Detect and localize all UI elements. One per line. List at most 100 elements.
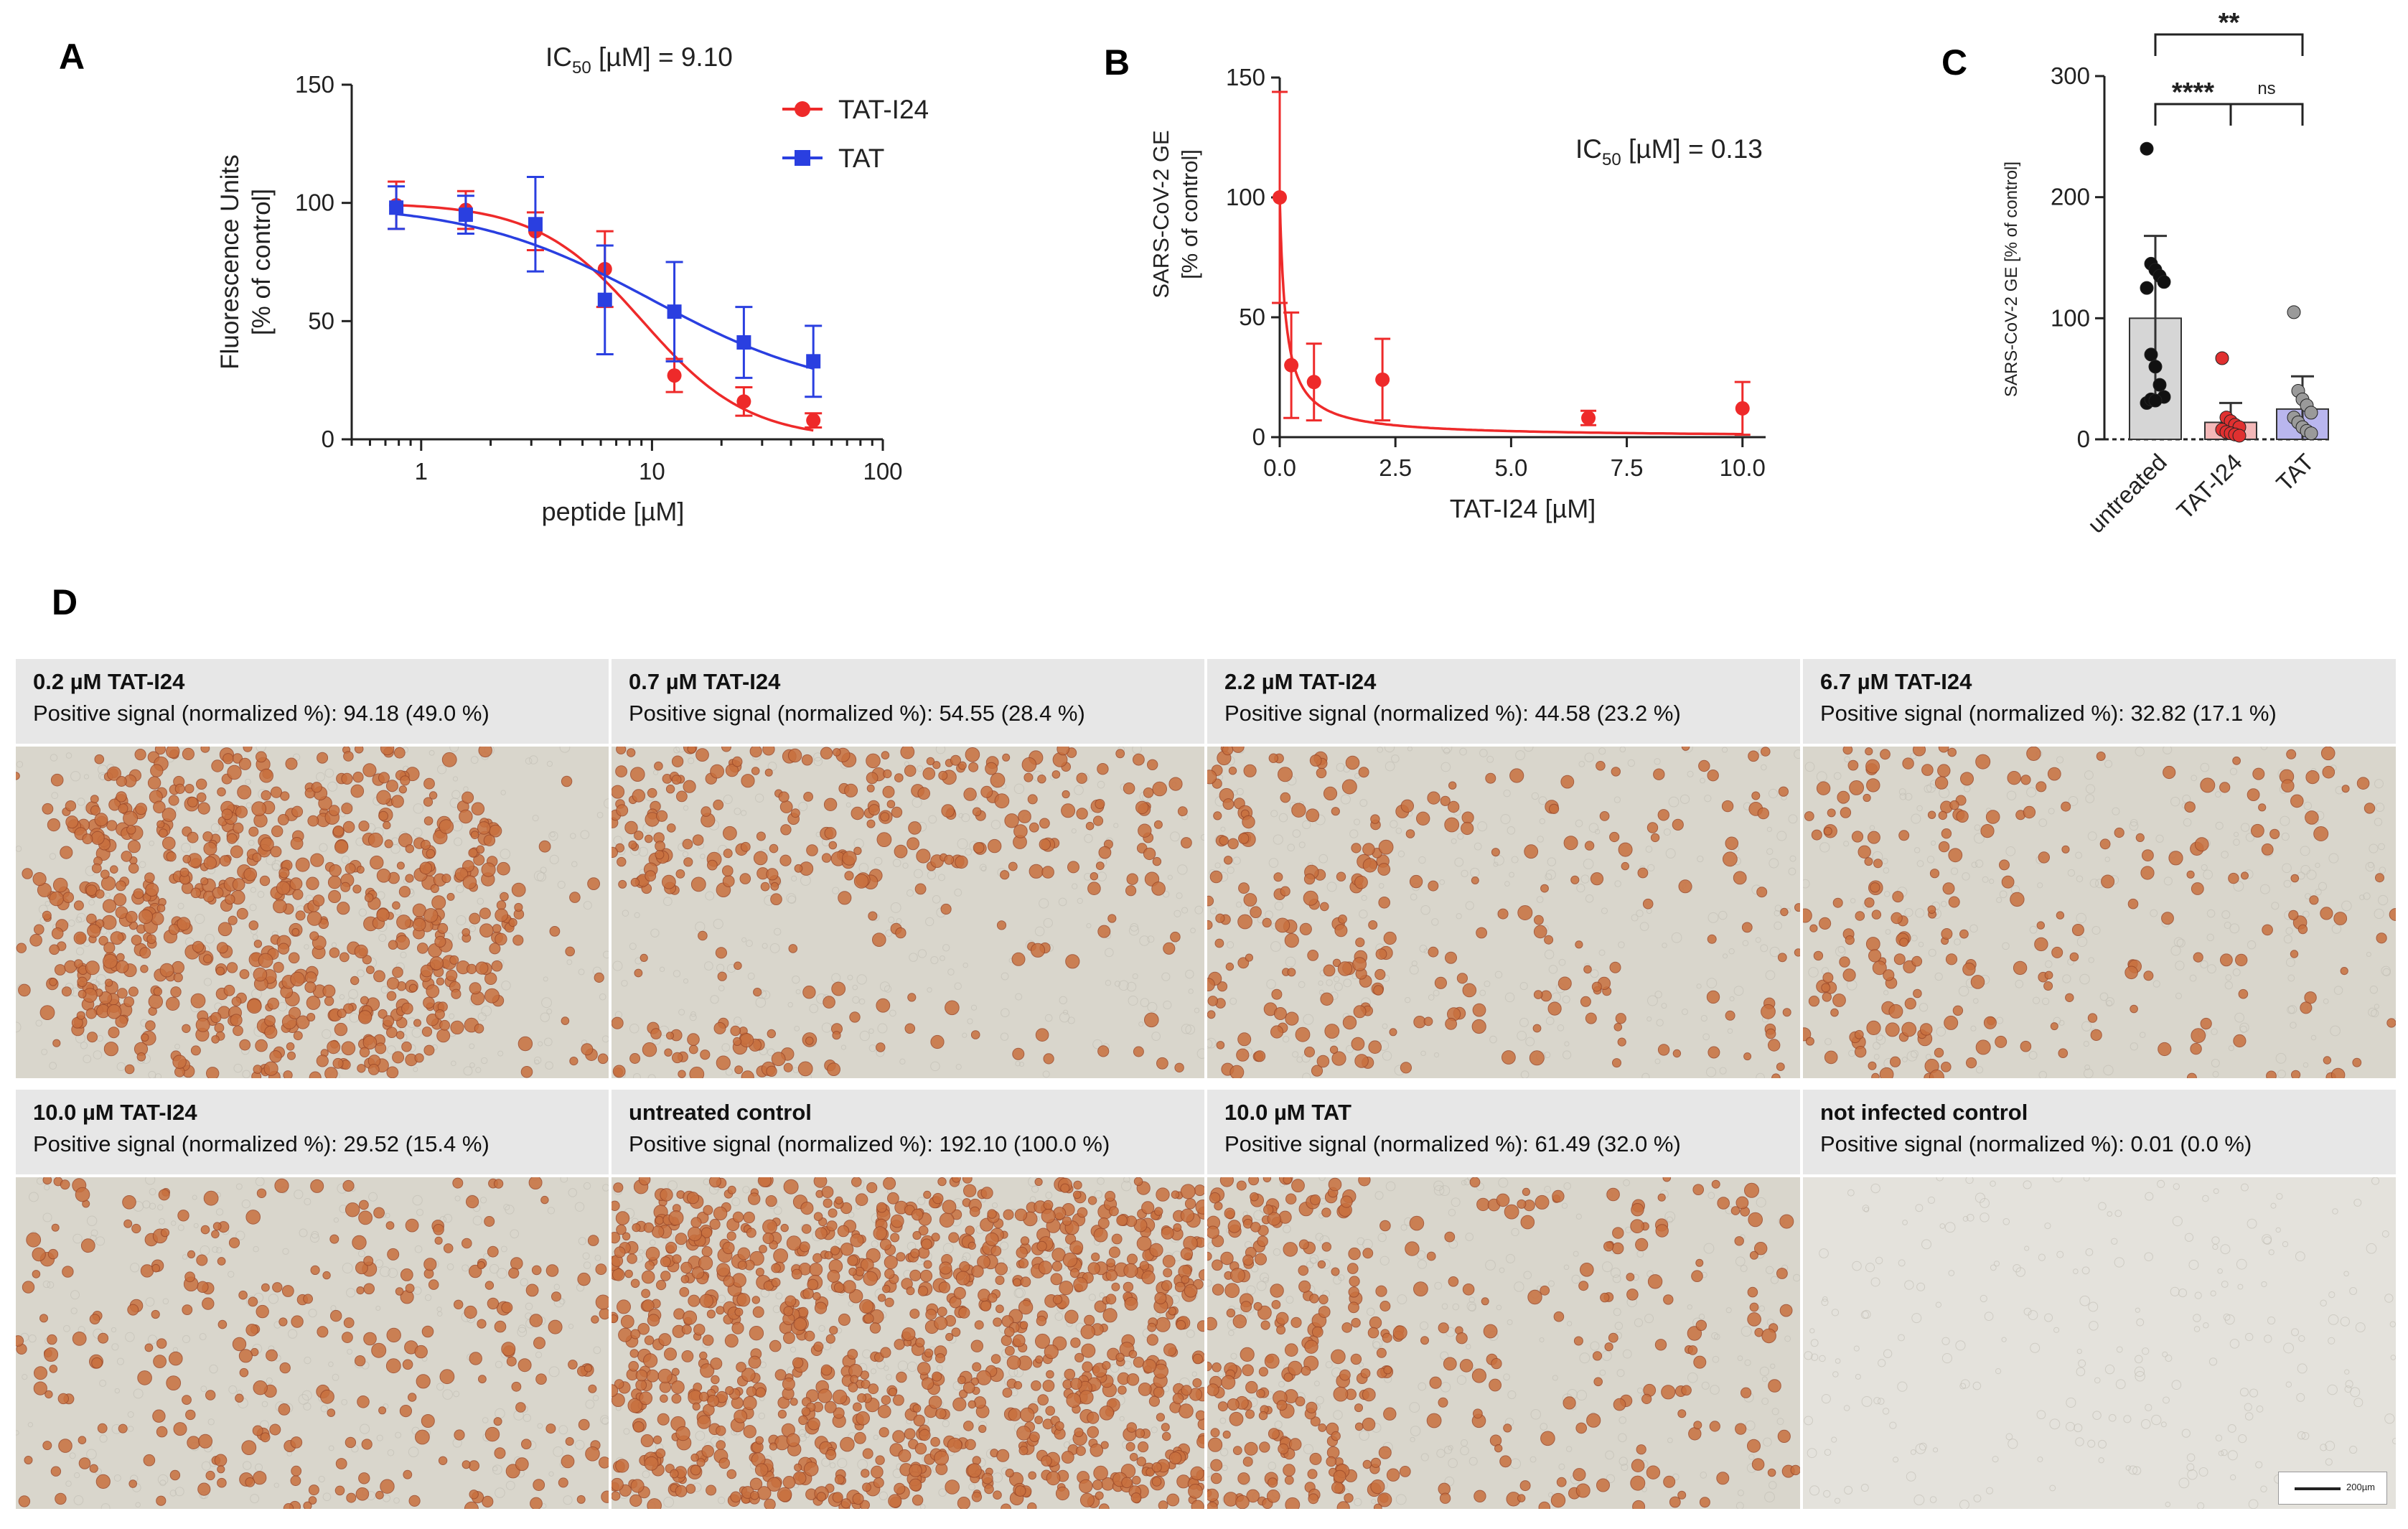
stained-cell	[856, 1411, 871, 1426]
stained-cell	[231, 996, 242, 1007]
cell-texture	[51, 792, 59, 800]
cell-texture	[1302, 1072, 1311, 1078]
stained-cell	[904, 1428, 916, 1440]
cell-texture	[1013, 783, 1025, 795]
stained-cell	[765, 1194, 777, 1207]
cell-texture	[1710, 1385, 1720, 1395]
stained-cell	[33, 1381, 47, 1395]
cell-texture	[1099, 1292, 1105, 1298]
cell-texture	[1606, 1474, 1616, 1484]
stained-cell	[73, 900, 84, 911]
cell-texture	[1536, 896, 1544, 904]
stained-cell	[1045, 1406, 1056, 1416]
cell-texture	[375, 1259, 384, 1268]
stained-cell	[238, 757, 251, 770]
cell-texture	[1936, 1027, 1946, 1037]
cell-texture	[1468, 1304, 1476, 1312]
stained-cell	[354, 747, 364, 754]
stained-cell	[426, 984, 440, 999]
stained-cell	[484, 1426, 500, 1442]
stained-cell	[1733, 871, 1747, 885]
stained-cell	[1883, 969, 1895, 981]
stained-cell	[214, 1454, 228, 1467]
stained-cell	[1776, 1062, 1785, 1072]
stained-cell	[414, 1053, 424, 1063]
stained-cell	[746, 1386, 757, 1397]
stained-cell	[1128, 1350, 1138, 1359]
stained-cell	[2262, 924, 2273, 936]
stained-cell	[184, 784, 195, 794]
stained-cell	[1444, 817, 1460, 833]
stained-cell	[1002, 753, 1011, 762]
stained-cell	[842, 851, 857, 866]
stained-cell	[848, 1267, 857, 1276]
stained-cell	[1461, 811, 1474, 824]
stained-cell	[909, 1269, 922, 1281]
stained-cell	[849, 1011, 861, 1023]
stained-cell	[98, 935, 108, 946]
cell-texture	[287, 1329, 298, 1339]
cell-texture	[1346, 1044, 1354, 1053]
cell-texture	[1309, 1254, 1319, 1264]
stained-cell	[696, 1458, 706, 1467]
stained-cell	[441, 752, 457, 767]
stained-cell	[329, 864, 342, 877]
cell-texture	[2006, 790, 2017, 800]
stained-cell	[1019, 1321, 1029, 1329]
cell-texture	[835, 1239, 841, 1245]
stained-cell	[634, 831, 644, 841]
stained-cell	[660, 1271, 671, 1281]
cell-texture	[1377, 1233, 1387, 1243]
stained-cell	[615, 765, 628, 777]
stained-cell	[1123, 1281, 1134, 1293]
stained-cell	[1195, 1200, 1204, 1215]
stained-cell	[1105, 1269, 1118, 1281]
stained-cell	[1547, 1001, 1562, 1016]
stained-cell	[277, 814, 289, 826]
cell-texture	[832, 887, 840, 894]
data-point	[458, 207, 473, 223]
cell-texture	[1285, 956, 1296, 968]
stained-cell	[89, 1314, 100, 1325]
stained-cell	[239, 1367, 249, 1378]
stained-cell	[511, 882, 526, 897]
stained-cell	[337, 902, 350, 915]
cell-texture	[1612, 1274, 1621, 1283]
stained-cell	[955, 855, 968, 869]
ic50-text: IC	[1575, 134, 1602, 164]
stained-cell	[622, 1232, 631, 1241]
stained-cell	[1163, 1343, 1177, 1357]
stained-cell	[1013, 1381, 1023, 1390]
cell-texture	[95, 974, 107, 985]
cell-texture	[1064, 1246, 1070, 1253]
cell-texture	[67, 919, 75, 927]
stained-cell	[266, 1349, 278, 1362]
x-tick-label: untreated	[2082, 449, 2172, 538]
stained-cell	[2127, 898, 2139, 910]
stained-cell	[1108, 1246, 1120, 1258]
cell-texture	[1667, 1437, 1673, 1444]
cell-texture	[489, 1263, 500, 1274]
cell-texture	[2085, 794, 2095, 803]
cell-texture	[1318, 989, 1325, 996]
cell-texture	[1742, 940, 1749, 947]
cell-texture	[1882, 858, 1888, 864]
cell-texture	[1318, 1177, 1326, 1182]
stained-cell	[1154, 1292, 1167, 1304]
stained-cell	[362, 1035, 378, 1050]
stained-cell	[1070, 1337, 1081, 1348]
stained-cell	[493, 1179, 504, 1189]
stained-cell	[420, 964, 434, 978]
stained-cell	[916, 848, 931, 864]
stained-cell	[894, 844, 908, 859]
cell-texture	[181, 842, 191, 853]
stained-cell	[1544, 935, 1554, 945]
stained-cell	[55, 1492, 67, 1505]
stained-cell	[965, 747, 980, 762]
stained-cell	[232, 878, 245, 892]
cell-texture	[1409, 1402, 1420, 1413]
stained-cell	[739, 873, 751, 884]
stained-cell	[278, 943, 290, 955]
stained-cell	[909, 1464, 922, 1477]
